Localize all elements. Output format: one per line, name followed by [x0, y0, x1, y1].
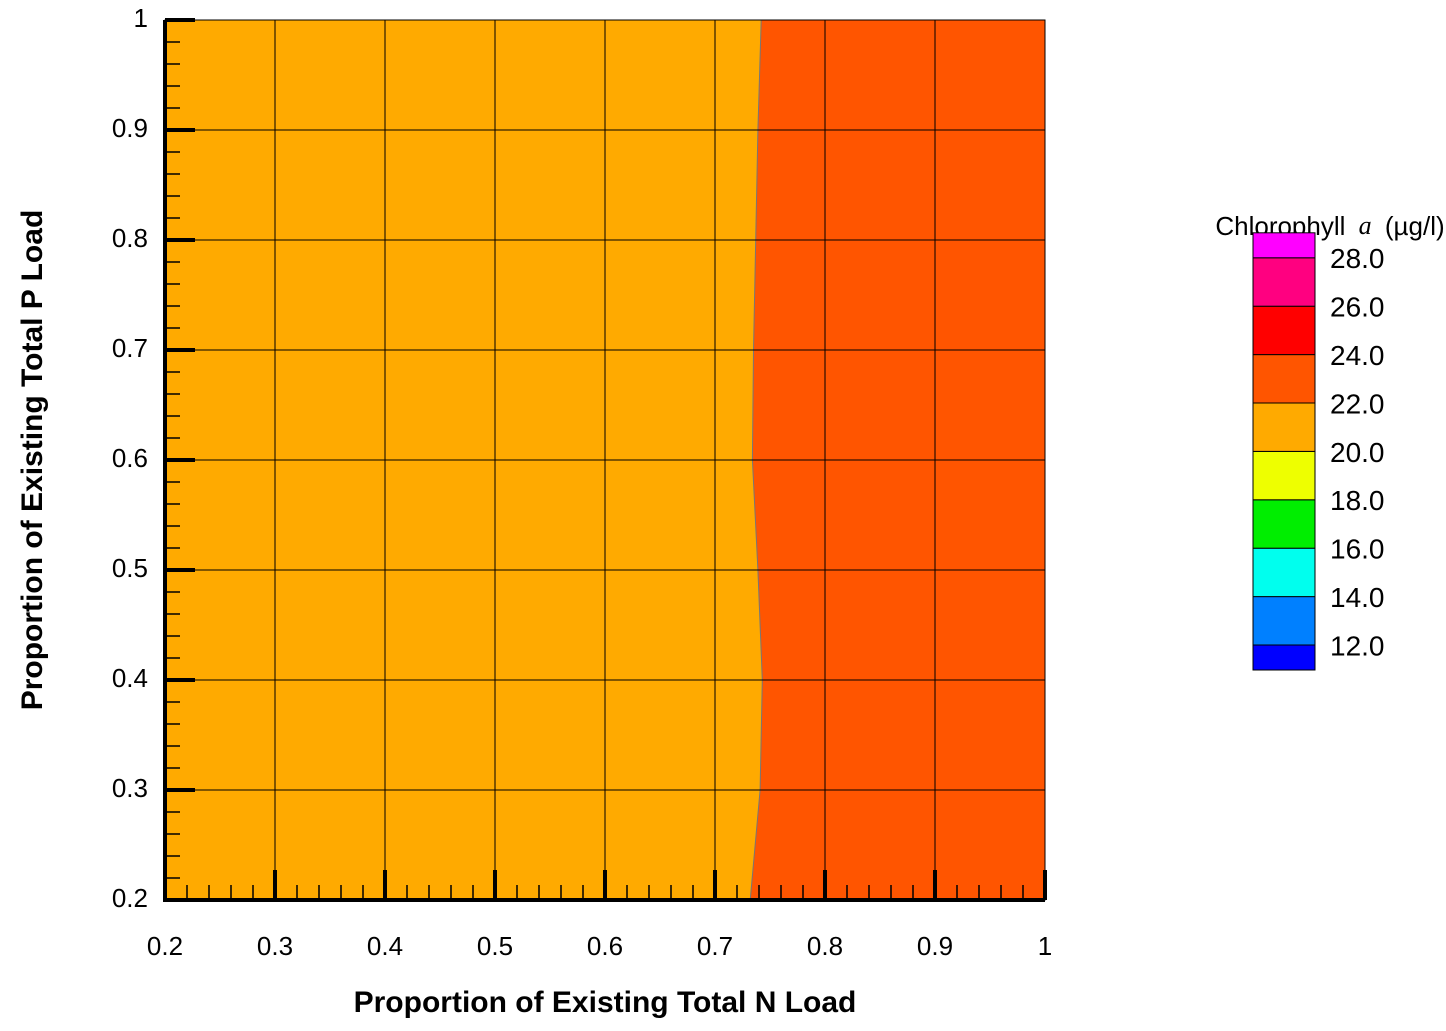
legend-label: 24.0 [1330, 340, 1385, 371]
y-tick-label: 0.3 [112, 773, 148, 803]
y-tick-label: 0.7 [112, 333, 148, 363]
y-axis-label: Proportion of Existing Total P Load [16, 210, 49, 711]
legend-swatch [1252, 354, 1316, 404]
y-tick-label: 0.4 [112, 663, 148, 693]
y-tick-label: 0.6 [112, 443, 148, 473]
legend-label: 20.0 [1330, 437, 1385, 468]
x-tick-label: 0.9 [917, 931, 953, 961]
x-tick-label: 0.6 [587, 931, 623, 961]
legend-label: 26.0 [1330, 292, 1385, 323]
legend-label: 14.0 [1330, 582, 1385, 613]
y-tick-label: 0.2 [112, 883, 148, 913]
legend-title: Chlorophyll a (µg/l) [1215, 211, 1444, 241]
x-tick-label: 0.3 [257, 931, 293, 961]
legend-swatch [1252, 499, 1316, 549]
legend-swatch [1252, 644, 1316, 671]
legend-swatch [1252, 450, 1316, 501]
legend-label: 12.0 [1330, 630, 1385, 661]
legend-swatch [1252, 257, 1316, 307]
legend-swatch [1252, 596, 1316, 646]
x-tick-label: 0.4 [367, 931, 403, 961]
y-tick-label: 0.9 [112, 113, 148, 143]
x-tick-label: 0.7 [697, 931, 733, 961]
legend-label: 18.0 [1330, 485, 1385, 516]
x-tick-label: 1 [1038, 931, 1052, 961]
legend-swatch [1252, 305, 1316, 356]
legend-title-part: (µg/l) [1385, 211, 1445, 241]
legend-label: 22.0 [1330, 388, 1385, 419]
legend-label: 28.0 [1330, 243, 1385, 274]
y-tick-label: 0.5 [112, 553, 148, 583]
legend-swatch [1252, 232, 1316, 259]
legend-title-part: a [1359, 211, 1372, 240]
y-tick-label: 0.8 [112, 223, 148, 253]
x-tick-label: 0.5 [477, 931, 513, 961]
x-axis-label: Proportion of Existing Total N Load [354, 986, 857, 1019]
x-tick-label: 0.8 [807, 931, 843, 961]
legend-label: 16.0 [1330, 534, 1385, 565]
x-tick-label: 0.2 [147, 931, 183, 961]
legend-swatch [1252, 547, 1316, 598]
y-tick-label: 1 [134, 3, 148, 33]
legend-swatch [1252, 402, 1316, 452]
